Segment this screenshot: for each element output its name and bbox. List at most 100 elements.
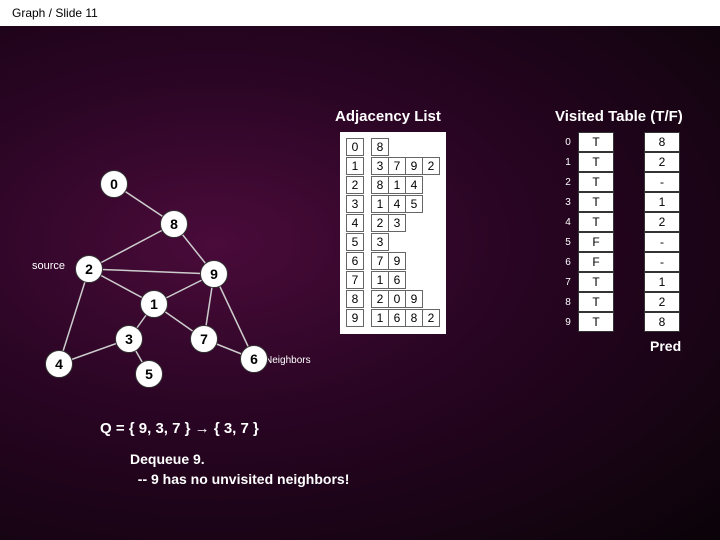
adj-row: 716 — [346, 271, 440, 289]
graph-node-1: 1 — [140, 290, 168, 318]
adj-cell: 4 — [388, 195, 406, 213]
pred-label: Pred — [650, 338, 681, 354]
slide-header: Graph / Slide 11 — [0, 0, 720, 26]
graph-node-0: 0 — [100, 170, 128, 198]
queue-prefix: Q = — [100, 420, 125, 437]
pred-cell: 2 — [644, 212, 680, 232]
graph-node-8: 8 — [160, 210, 188, 238]
visited-row: 9T 8 — [560, 312, 680, 332]
adj-cell: 9 — [388, 252, 406, 270]
adj-cell: 0 — [388, 290, 406, 308]
adj-row: 2814 — [346, 176, 440, 194]
graph-node-3: 3 — [115, 325, 143, 353]
visited-cell: T — [578, 172, 614, 192]
visited-row: 4T 2 — [560, 212, 680, 232]
adj-cell: 8 — [371, 138, 389, 156]
visited-row: 6F - — [560, 252, 680, 272]
pred-cell: 1 — [644, 272, 680, 292]
adj-index: 9 — [346, 309, 364, 327]
adj-row: 423 — [346, 214, 440, 232]
adj-cell: 9 — [405, 290, 423, 308]
visited-cell: T — [578, 292, 614, 312]
visited-index: 2 — [560, 172, 576, 192]
visited-index: 1 — [560, 152, 576, 172]
visited-row: 0T8 — [560, 132, 680, 152]
adj-row: 53 — [346, 233, 440, 251]
visited-title: Visited Table (T/F) — [555, 108, 683, 125]
pred-cell: 1 — [644, 192, 680, 212]
visited-index: 6 — [560, 252, 576, 272]
adj-cell: 6 — [388, 271, 406, 289]
adj-index: 8 — [346, 290, 364, 308]
graph-node-2: 2 — [75, 255, 103, 283]
graph-node-9: 9 — [200, 260, 228, 288]
adj-cell: 8 — [371, 176, 389, 194]
adjacency-title: Adjacency List — [335, 108, 441, 125]
graph-node-4: 4 — [45, 350, 73, 378]
adj-cell: 2 — [371, 214, 389, 232]
adj-index: 3 — [346, 195, 364, 213]
visited-row: 2T - — [560, 172, 680, 192]
adj-cell: 3 — [371, 233, 389, 251]
adj-index: 5 — [346, 233, 364, 251]
pred-cell: 8 — [644, 312, 680, 332]
pred-cell: - — [644, 252, 680, 272]
visited-row: 3T 1 — [560, 192, 680, 212]
adj-cell: 2 — [422, 157, 440, 175]
adj-cell: 3 — [388, 214, 406, 232]
pred-cell: - — [644, 172, 680, 192]
adj-cell: 2 — [371, 290, 389, 308]
adj-row: 8209 — [346, 290, 440, 308]
adj-row: 91682 — [346, 309, 440, 327]
visited-cell: T — [578, 192, 614, 212]
adj-index: 1 — [346, 157, 364, 175]
adj-cell: 2 — [422, 309, 440, 327]
visited-row: 5F- — [560, 232, 680, 252]
graph-diagram: source Neighbors 0829137456 — [20, 160, 320, 390]
visited-row: 8T 2 — [560, 292, 680, 312]
adj-cell: 6 — [388, 309, 406, 327]
adj-index: 7 — [346, 271, 364, 289]
visited-index: 5 — [560, 232, 576, 252]
visited-cell: T — [578, 272, 614, 292]
visited-table: 0T81T22T-3T14T25F-6F-7T18T29T8 — [560, 132, 680, 332]
adj-cell: 5 — [405, 195, 423, 213]
adj-row: 13792 — [346, 157, 440, 175]
adj-cell: 7 — [371, 252, 389, 270]
visited-cell: T — [578, 152, 614, 172]
adj-index: 4 — [346, 214, 364, 232]
visited-cell: F — [578, 252, 614, 272]
visited-index: 4 — [560, 212, 576, 232]
adj-index: 2 — [346, 176, 364, 194]
adj-row: 3145 — [346, 195, 440, 213]
adj-cell: 1 — [371, 309, 389, 327]
visited-index: 3 — [560, 192, 576, 212]
adj-index: 0 — [346, 138, 364, 156]
visited-row: 7T 1 — [560, 272, 680, 292]
visited-index: 8 — [560, 292, 576, 312]
visited-index: 0 — [560, 132, 576, 152]
message-lines: Dequeue 9. -- 9 has no unvisited neighbo… — [130, 450, 349, 489]
queue-text: { 9, 3, 7 } → { 3, 7 } — [129, 420, 259, 437]
queue-line: Q = { 9, 3, 7 } → { 3, 7 } — [100, 420, 259, 437]
adj-cell: 1 — [371, 195, 389, 213]
pred-cell: 8 — [644, 132, 680, 152]
adj-row: 679 — [346, 252, 440, 270]
visited-cell: T — [578, 212, 614, 232]
adj-cell: 4 — [405, 176, 423, 194]
visited-index: 7 — [560, 272, 576, 292]
adj-index: 6 — [346, 252, 364, 270]
adj-cell: 8 — [405, 309, 423, 327]
adj-cell: 1 — [371, 271, 389, 289]
graph-node-6: 6 — [240, 345, 268, 373]
pred-cell: 2 — [644, 292, 680, 312]
visited-index: 9 — [560, 312, 576, 332]
adjacency-list: 08137922814314542353679716820991682 — [340, 132, 446, 334]
graph-node-5: 5 — [135, 360, 163, 388]
adj-cell: 1 — [388, 176, 406, 194]
pred-cell: - — [644, 232, 680, 252]
visited-cell: T — [578, 312, 614, 332]
msg-line-2: -- 9 has no unvisited neighbors! — [130, 470, 349, 490]
adj-cell: 7 — [388, 157, 406, 175]
adj-row: 08 — [346, 138, 440, 156]
